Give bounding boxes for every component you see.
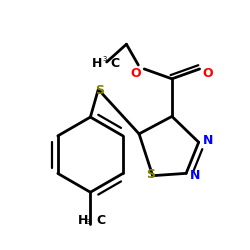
Text: C: C xyxy=(110,58,120,70)
Text: S: S xyxy=(95,84,104,98)
Text: $_3$: $_3$ xyxy=(85,217,91,227)
Text: H: H xyxy=(92,58,103,70)
Text: H: H xyxy=(78,214,88,227)
Text: $_3$: $_3$ xyxy=(102,54,108,64)
Text: O: O xyxy=(131,67,141,80)
Text: N: N xyxy=(203,134,213,147)
Text: N: N xyxy=(190,169,200,182)
Text: S: S xyxy=(146,168,155,181)
Text: O: O xyxy=(202,67,213,80)
Text: C: C xyxy=(96,214,106,227)
